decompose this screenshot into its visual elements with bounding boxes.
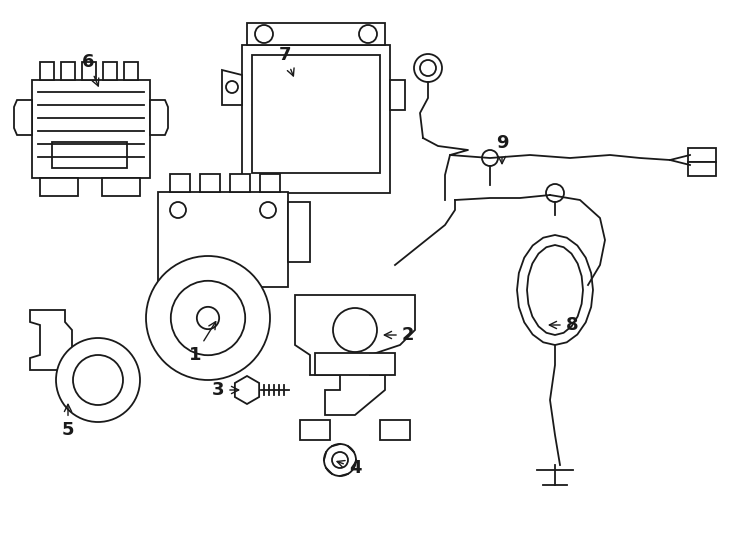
Circle shape	[255, 25, 273, 43]
Circle shape	[324, 444, 356, 476]
Circle shape	[73, 355, 123, 405]
Bar	[170, 174, 190, 192]
Text: 1: 1	[189, 322, 216, 364]
Text: 8: 8	[549, 316, 578, 334]
Bar	[103, 62, 117, 80]
Text: 7: 7	[279, 46, 294, 76]
Bar	[124, 62, 138, 80]
Circle shape	[482, 150, 498, 166]
Bar	[82, 62, 96, 80]
Circle shape	[56, 338, 140, 422]
Bar	[40, 62, 54, 80]
Circle shape	[332, 452, 348, 468]
Polygon shape	[222, 70, 242, 105]
Circle shape	[546, 184, 564, 202]
Polygon shape	[390, 80, 405, 110]
Bar	[260, 174, 280, 192]
Polygon shape	[517, 235, 593, 345]
Bar	[61, 62, 75, 80]
Bar	[288, 202, 310, 262]
Text: 4: 4	[337, 459, 361, 477]
Bar	[315, 353, 395, 375]
Polygon shape	[14, 100, 32, 135]
Bar	[40, 178, 78, 196]
Bar	[230, 174, 250, 192]
Circle shape	[197, 307, 219, 329]
Bar	[32, 80, 150, 178]
Polygon shape	[380, 420, 410, 440]
Circle shape	[146, 256, 270, 380]
Bar	[158, 287, 228, 352]
Polygon shape	[235, 376, 259, 404]
Bar	[688, 162, 716, 176]
Bar	[102, 178, 140, 196]
Polygon shape	[527, 245, 583, 335]
Polygon shape	[295, 295, 415, 415]
Text: 5: 5	[62, 404, 74, 439]
Circle shape	[226, 81, 238, 93]
Circle shape	[359, 25, 377, 43]
Bar	[242, 45, 390, 193]
Bar	[158, 192, 288, 287]
Bar	[688, 148, 716, 162]
Text: 6: 6	[81, 53, 99, 86]
Text: 9: 9	[495, 134, 508, 164]
Circle shape	[414, 54, 442, 82]
Circle shape	[171, 281, 245, 355]
Bar	[252, 55, 380, 173]
Bar	[247, 23, 385, 45]
Circle shape	[170, 202, 186, 218]
Bar	[200, 174, 220, 192]
Circle shape	[420, 60, 436, 76]
Polygon shape	[300, 420, 330, 440]
Bar	[52, 142, 127, 168]
Text: 3: 3	[211, 381, 239, 399]
Polygon shape	[30, 310, 72, 370]
Circle shape	[260, 202, 276, 218]
Circle shape	[333, 308, 377, 352]
Polygon shape	[150, 100, 168, 135]
Text: 2: 2	[385, 326, 414, 344]
